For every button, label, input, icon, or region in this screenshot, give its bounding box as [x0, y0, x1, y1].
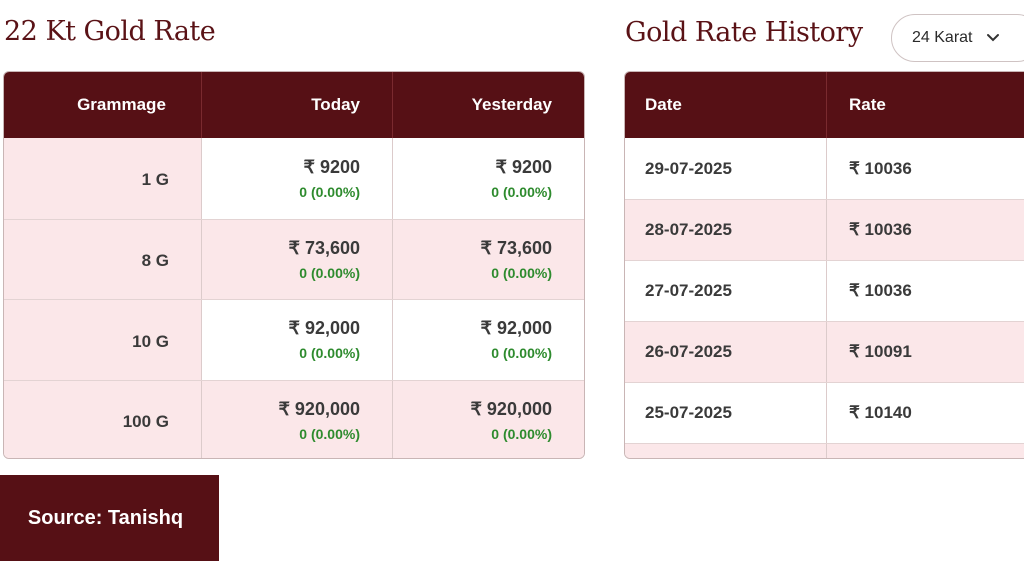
history-rate: ₹ 10091 — [849, 342, 912, 361]
karat-select-dropdown[interactable]: 24 Karat — [891, 14, 1024, 62]
history-date: 26-07-2025 — [625, 322, 827, 382]
grammage-cell: 10 G — [4, 300, 202, 380]
karat-select-value: 24 Karat — [912, 29, 973, 46]
history-table-header: Date Rate — [625, 72, 1024, 138]
yesterday-change: 0 (0.00%) — [491, 345, 552, 362]
yesterday-cell: ₹ 920,000 0 (0.00%) — [393, 380, 584, 458]
column-header-rate: Rate — [849, 95, 886, 114]
history-date: 28-07-2025 — [625, 200, 827, 260]
today-price: ₹ 92,000 — [288, 318, 360, 339]
table-row: 27-07-2025 ₹ 10036 — [625, 260, 1024, 321]
history-date: 29-07-2025 — [625, 138, 827, 199]
grammage-cell: 100 G — [4, 380, 202, 458]
table-row: 1 G ₹ 9200 0 (0.00%) ₹ 9200 0 (0.00%) — [4, 138, 584, 219]
gold-rate-history-table[interactable]: Date Rate 29-07-2025 ₹ 10036 28-07-2025 … — [624, 71, 1024, 459]
chevron-down-icon — [986, 33, 1000, 43]
yesterday-cell: ₹ 73,600 0 (0.00%) — [393, 219, 584, 299]
history-date — [625, 444, 827, 458]
table-row-partial — [625, 443, 1024, 458]
today-cell: ₹ 92,000 0 (0.00%) — [202, 300, 393, 380]
history-rate: ₹ 10036 — [849, 281, 912, 300]
table-row: 29-07-2025 ₹ 10036 — [625, 138, 1024, 199]
rate-table-header: Grammage Today Yesterday — [4, 72, 584, 138]
history-rate: ₹ 10140 — [849, 403, 912, 422]
history-date: 27-07-2025 — [625, 261, 827, 321]
column-header-date: Date — [625, 72, 827, 138]
history-rate: ₹ 10036 — [849, 158, 912, 178]
today-price: ₹ 73,600 — [288, 237, 360, 258]
gold-rate-table: Grammage Today Yesterday 1 G ₹ 9200 0 (0… — [3, 71, 585, 459]
gold-rate-history-title: Gold Rate History — [625, 17, 863, 48]
today-cell: ₹ 920,000 0 (0.00%) — [202, 380, 393, 458]
yesterday-price: ₹ 92,000 — [480, 318, 552, 339]
history-date: 25-07-2025 — [625, 383, 827, 443]
table-row: 8 G ₹ 73,600 0 (0.00%) ₹ 73,600 0 (0.00%… — [4, 218, 584, 299]
column-header-yesterday: Yesterday — [471, 95, 552, 114]
yesterday-change: 0 (0.00%) — [491, 425, 552, 442]
today-change: 0 (0.00%) — [299, 183, 360, 200]
yesterday-price: ₹ 920,000 — [470, 398, 552, 419]
yesterday-change: 0 (0.00%) — [491, 264, 552, 281]
history-rate: ₹ 10036 — [849, 220, 912, 239]
grammage-cell: 1 G — [4, 138, 202, 219]
yesterday-cell: ₹ 9200 0 (0.00%) — [393, 138, 584, 219]
grammage-cell: 8 G — [4, 219, 202, 299]
today-cell: ₹ 73,600 0 (0.00%) — [202, 219, 393, 299]
column-header-grammage: Grammage — [4, 72, 202, 138]
yesterday-change: 0 (0.00%) — [491, 183, 552, 200]
yesterday-price: ₹ 73,600 — [480, 237, 552, 258]
source-label: Source: Tanishq — [0, 475, 219, 561]
table-row: 26-07-2025 ₹ 10091 — [625, 321, 1024, 382]
table-row: 28-07-2025 ₹ 10036 — [625, 199, 1024, 260]
today-price: ₹ 920,000 — [278, 398, 360, 419]
table-row: 100 G ₹ 920,000 0 (0.00%) ₹ 920,000 0 (0… — [4, 379, 584, 458]
today-change: 0 (0.00%) — [299, 264, 360, 281]
history-rate — [827, 444, 1024, 458]
yesterday-cell: ₹ 92,000 0 (0.00%) — [393, 300, 584, 380]
yesterday-price: ₹ 9200 — [495, 156, 553, 177]
today-change: 0 (0.00%) — [299, 345, 360, 362]
table-row: 10 G ₹ 92,000 0 (0.00%) ₹ 92,000 0 (0.00… — [4, 299, 584, 380]
table-row: 25-07-2025 ₹ 10140 — [625, 382, 1024, 443]
gold-rate-title: 22 Kt Gold Rate — [4, 16, 216, 47]
column-header-today: Today — [202, 72, 393, 138]
today-cell: ₹ 9200 0 (0.00%) — [202, 138, 393, 219]
today-change: 0 (0.00%) — [299, 425, 360, 442]
today-price: ₹ 9200 — [303, 156, 361, 177]
